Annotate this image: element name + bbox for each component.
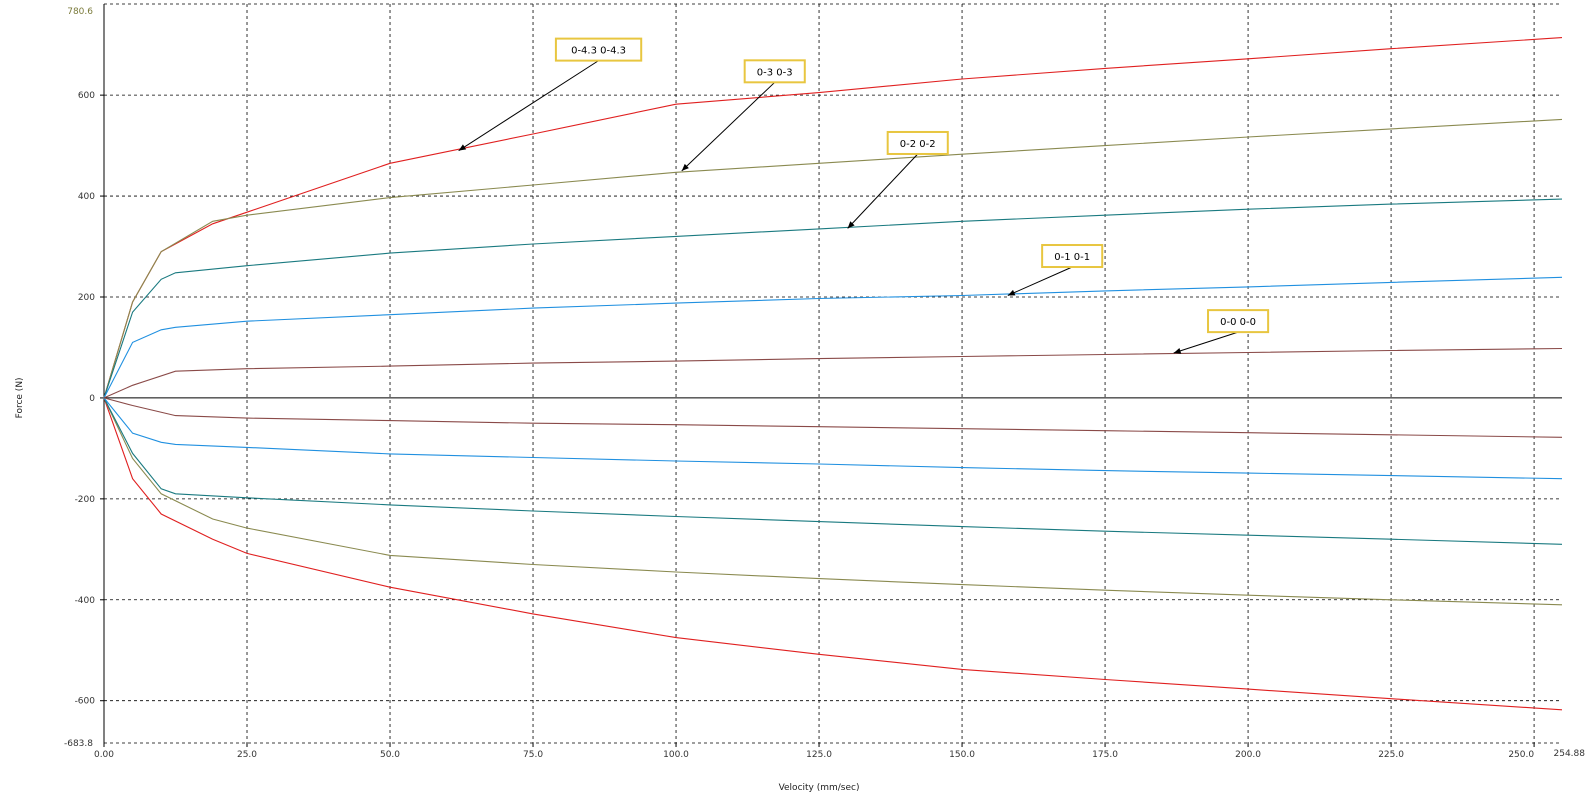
callout-arrow [681, 81, 776, 172]
y-max-label: 780.6 [67, 7, 93, 17]
series-line-compression [103, 347, 1563, 399]
y-tick-label: -400 [75, 596, 96, 606]
y-tick-label: 600 [78, 91, 95, 101]
x-tick-label: 25.0 [237, 750, 257, 760]
callout-arrowhead [681, 163, 689, 171]
callout-label: 0-4.3 0-4.3 [571, 46, 626, 57]
callout-arrowhead [847, 221, 855, 229]
series-callout: 0-1 0-1 [1007, 244, 1104, 296]
callout-label: 0-0 0-0 [1220, 317, 1256, 328]
series-line-compression [103, 198, 1563, 399]
y-tick-label: 0 [89, 394, 95, 404]
x-tick-label: 250.0 [1508, 750, 1534, 760]
callout-box [886, 130, 949, 155]
y-tick-label: -600 [75, 697, 96, 707]
x-tick-label: 125.0 [806, 750, 832, 760]
series-line-compression [103, 276, 1563, 399]
series-line-compression [103, 37, 1563, 399]
callout-box [743, 59, 806, 84]
series-callout: 0-4.3 0-4.3 [458, 37, 643, 152]
callout-label: 0-2 0-2 [900, 139, 936, 150]
series-line-rebound [103, 397, 1563, 606]
callout-box [1041, 244, 1104, 269]
callout-arrow [1007, 266, 1073, 296]
x-max-label: 254.88 [1554, 749, 1586, 759]
y-min-label: -683.8 [64, 739, 93, 749]
x-tick-label: 100.0 [663, 750, 689, 760]
x-tick-label: 175.0 [1092, 750, 1118, 760]
grid [104, 3, 1562, 744]
series-line-rebound [103, 397, 1563, 545]
y-tick-label: 200 [78, 293, 95, 303]
series-line-rebound [103, 397, 1563, 438]
y-axis-title: Force (N) [15, 377, 25, 418]
x-tick-label: 0.00 [94, 750, 114, 760]
series-callout: 0-0 0-0 [1173, 309, 1270, 354]
series-group [103, 37, 1563, 711]
y-tick-label: -200 [75, 495, 96, 505]
axes [100, 4, 1562, 747]
series-line-rebound [103, 397, 1563, 711]
callout-box [554, 37, 643, 62]
x-tick-label: 200.0 [1235, 750, 1261, 760]
y-tick-label: 400 [78, 192, 95, 202]
x-tick-label: 225.0 [1378, 750, 1404, 760]
callout-arrowhead [458, 144, 467, 151]
series-line-compression [103, 118, 1563, 399]
tick-labels: 600 400 200 0 -200 -400 -600 780.6 -683.80.00 25.… [64, 7, 1585, 760]
callout-arrowhead [1007, 289, 1016, 296]
callout-arrow [1173, 331, 1239, 354]
x-tick-label: 150.0 [949, 750, 975, 760]
x-tick-label: 75.0 [523, 750, 543, 760]
callout-arrow [458, 60, 599, 152]
callout-label: 0-1 0-1 [1054, 252, 1090, 263]
callout-arrowhead [1173, 347, 1182, 354]
x-tick-label: 50.0 [380, 750, 400, 760]
series-callout: 0-2 0-2 [847, 130, 949, 229]
callout-box [1207, 309, 1270, 334]
x-axis-title: Velocity (mm/sec) [779, 783, 860, 792]
series-callout: 0-3 0-3 [681, 59, 806, 172]
annotations: 0-4.3 0-4.3 0-3 0-3 0-2 0-2 0-1 0-1 0-0 0-0 [458, 37, 1270, 354]
callout-arrow [847, 153, 919, 229]
series-line-rebound [103, 397, 1563, 480]
callout-label: 0-3 0-3 [757, 67, 793, 78]
